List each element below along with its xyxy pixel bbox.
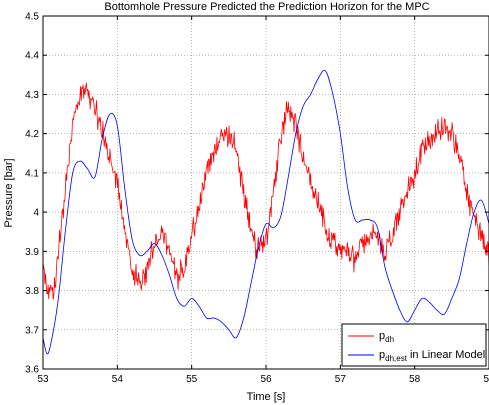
x-tick-label: 54: [112, 374, 124, 385]
chart-title: Bottomhole Pressure Predicted the Predic…: [104, 1, 429, 13]
y-tick-label: 3.9: [25, 247, 39, 258]
x-tick-label: 57: [335, 374, 347, 385]
legend-label-2: pdh,est in Linear Model: [379, 349, 485, 363]
series-line-2: [43, 69, 489, 355]
tick-labels: 53 54 55 56 57 58 59 3.6 3.7 3.8 3.9 4 4.1 4.2 4.3 4.4 4…: [25, 12, 489, 386]
x-tick-label: 56: [260, 374, 272, 385]
legend: pdh pdh,est in Linear Model: [341, 323, 487, 367]
y-tick-label: 4.4: [25, 51, 39, 62]
series-group: [43, 69, 489, 355]
grid: [43, 16, 489, 369]
ticks: [42, 15, 489, 370]
y-tick-label: 4.5: [25, 12, 39, 23]
x-tick-label: 55: [186, 374, 198, 385]
y-tick-label: 3.8: [25, 286, 39, 297]
legend-label-1: pdh: [379, 330, 394, 344]
x-tick-label: 58: [409, 374, 421, 385]
x-tick-label: 59: [483, 374, 489, 385]
series-line-1: [43, 82, 489, 300]
y-tick-label: 4.2: [25, 129, 39, 140]
legend-box: [341, 323, 487, 367]
y-tick-label: 4: [33, 208, 39, 219]
y-tick-label: 3.7: [25, 325, 39, 336]
x-tick-label: 53: [37, 374, 49, 385]
x-axis-title: Time [s]: [247, 391, 286, 403]
y-tick-label: 3.6: [25, 365, 39, 376]
y-tick-label: 4.3: [25, 90, 39, 101]
y-axis-title: Pressure [bar]: [3, 158, 15, 227]
y-tick-label: 4.1: [25, 168, 39, 179]
